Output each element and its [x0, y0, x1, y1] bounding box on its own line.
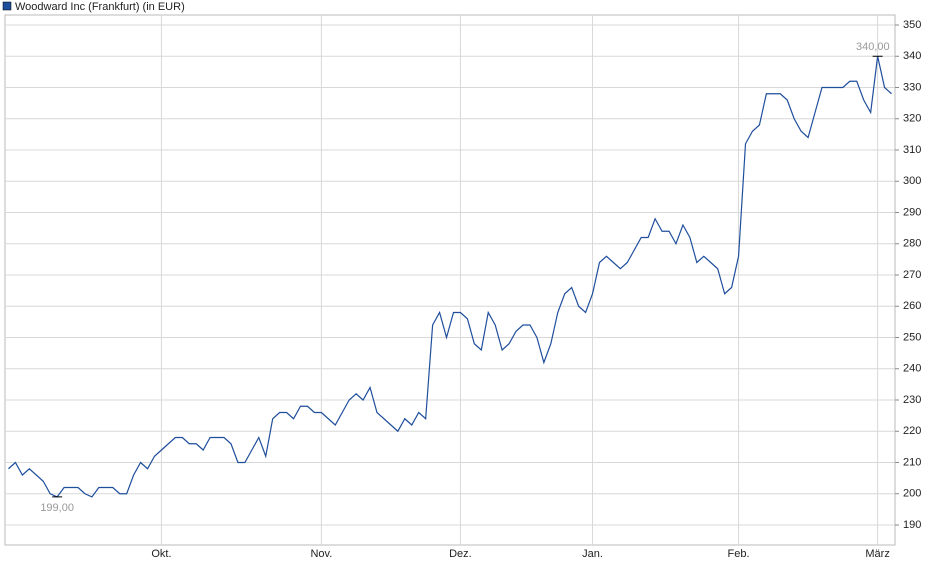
x-tick-label: März — [865, 548, 889, 560]
y-tick-label: 320 — [903, 113, 921, 125]
y-tick-label: 230 — [903, 394, 921, 406]
y-tick-label: 300 — [903, 175, 921, 187]
legend-label: Woodward Inc (Frankfurt) (in EUR) — [15, 1, 185, 13]
y-tick-label: 220 — [903, 425, 921, 437]
y-tick-label: 270 — [903, 269, 921, 281]
annotation-label: 199,00 — [40, 502, 74, 514]
y-tick-label: 250 — [903, 331, 921, 343]
y-tick-label: 310 — [903, 144, 921, 156]
y-tick-label: 330 — [903, 81, 921, 93]
legend-swatch — [2, 1, 12, 11]
y-tick-label: 210 — [903, 456, 921, 468]
y-tick-label: 190 — [903, 519, 921, 531]
y-tick-label: 200 — [903, 488, 921, 500]
y-tick-label: 350 — [903, 19, 921, 31]
price-line — [8, 56, 892, 498]
y-tick-label: 280 — [903, 238, 921, 250]
x-tick-label: Dez. — [449, 548, 472, 560]
x-tick-label: Nov. — [310, 548, 332, 560]
y-tick-label: 340 — [903, 50, 921, 62]
y-tick-label: 240 — [903, 363, 921, 375]
annotation-label: 340,00 — [856, 41, 890, 53]
plot-area — [4, 14, 896, 546]
x-tick-label: Feb. — [728, 548, 750, 560]
x-tick-label: Jan. — [582, 548, 603, 560]
x-tick-label: Okt. — [151, 548, 171, 560]
y-tick-label: 260 — [903, 300, 921, 312]
y-tick-label: 290 — [903, 206, 921, 218]
